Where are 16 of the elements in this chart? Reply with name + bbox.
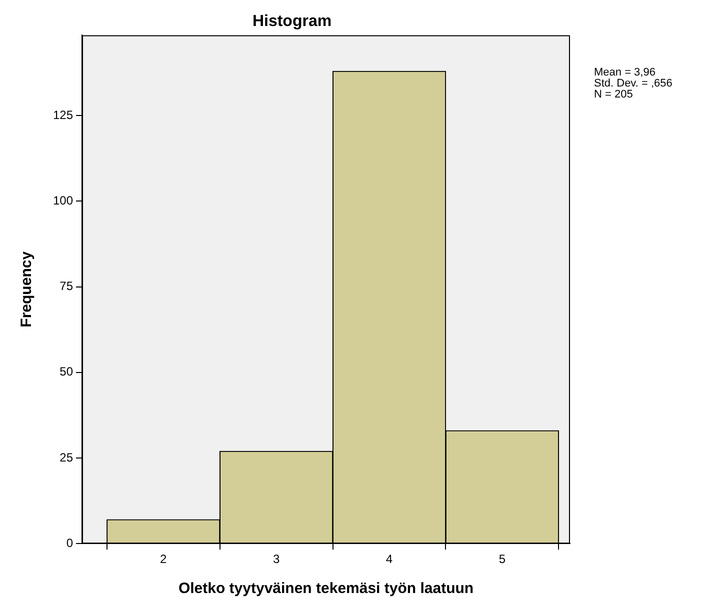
- y-axis-title: Frequency: [18, 250, 36, 328]
- y-tick-label: 75: [60, 279, 74, 294]
- text: Mean = 3,96: [594, 66, 656, 79]
- x-tick-label: 3: [272, 552, 280, 566]
- x-tick-label: 2: [160, 552, 168, 566]
- text: N = 205: [594, 88, 633, 101]
- chart-title: Histogram: [252, 13, 332, 30]
- y-tick-label: 100: [52, 194, 74, 208]
- y-tick-label: 0: [66, 536, 74, 550]
- y-tick-label: 25: [60, 450, 74, 464]
- text: Std. Dev. = ,656: [594, 78, 672, 90]
- x-tick-label: 5: [498, 552, 506, 566]
- x-axis-title: Oletko tyytyväinen tekemäsi työn laatuun: [178, 580, 474, 598]
- y-tick-label: 125: [52, 108, 74, 122]
- x-tick-label: 4: [386, 552, 393, 566]
- y-tick-label: 50: [60, 364, 74, 379]
